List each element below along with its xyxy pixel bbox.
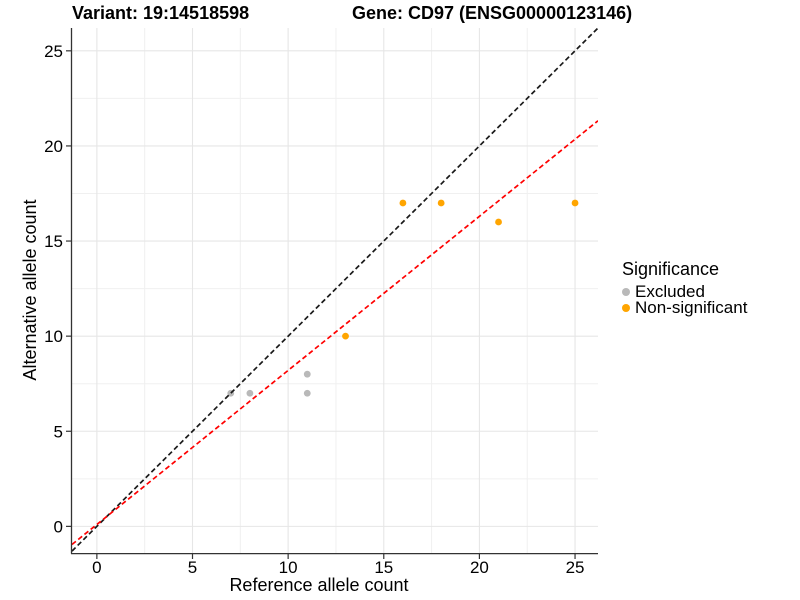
x-tick-label: 25 xyxy=(566,558,585,577)
legend-item-excluded: Excluded xyxy=(622,282,747,301)
y-tick-label: 10 xyxy=(44,327,63,346)
y-tick-label: 5 xyxy=(54,422,63,441)
x-tick-label: 5 xyxy=(188,558,197,577)
abline-group xyxy=(72,28,598,552)
x-tick-label: 0 xyxy=(92,558,101,577)
x-tick-label: 20 xyxy=(470,558,489,577)
legend-title: Significance xyxy=(622,259,720,279)
y-tick-label: 25 xyxy=(44,42,63,61)
y-axis-title: Alternative allele count xyxy=(20,199,40,381)
x-tick-label: 10 xyxy=(279,558,298,577)
legend-items: Excluded Non-significant xyxy=(622,282,748,317)
plot-title-gene: Gene: CD97 (ENSG00000123146) xyxy=(352,3,633,23)
y-tick-label: 15 xyxy=(44,232,63,251)
x-tick-label: 15 xyxy=(374,558,393,577)
y-tick-label: 0 xyxy=(54,517,63,536)
legend-key-dot xyxy=(622,288,630,296)
data-point-non-significant xyxy=(399,199,407,207)
data-point-non-significant xyxy=(437,199,445,207)
legend-significance: Significance Excluded Non-significant xyxy=(622,259,748,317)
data-point-non-significant xyxy=(571,199,579,207)
series-non-significant xyxy=(342,199,579,340)
regression-line xyxy=(72,120,598,546)
y-tick-label: 20 xyxy=(44,137,63,156)
data-point-excluded xyxy=(303,370,311,378)
legend-key-dot xyxy=(622,304,630,312)
plot-title-variant: Variant: 19:14518598 xyxy=(72,3,250,23)
data-point-excluded xyxy=(246,389,254,397)
legend-item-label: Non-significant xyxy=(635,298,748,317)
data-point-non-significant xyxy=(495,218,502,226)
legend-item-label: Excluded xyxy=(635,282,705,301)
identity-line xyxy=(72,28,598,552)
legend-item-non-significant: Non-significant xyxy=(622,298,748,317)
data-point-excluded xyxy=(303,389,311,397)
x-axis-title: Reference allele count xyxy=(229,575,409,595)
data-point-non-significant xyxy=(342,332,349,340)
